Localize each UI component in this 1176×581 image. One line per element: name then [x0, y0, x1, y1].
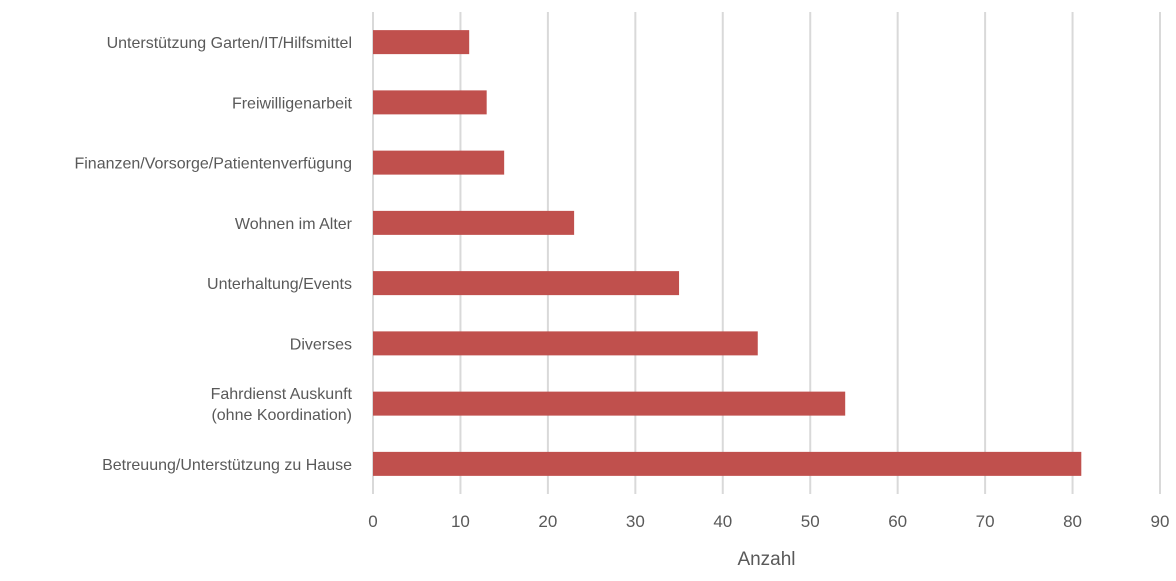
x-tick-label: 20 — [538, 512, 557, 531]
category-label: Finanzen/Vorsorge/Patientenverfügung — [74, 156, 352, 173]
x-tick-label: 30 — [626, 512, 645, 531]
bar — [373, 391, 846, 416]
bar — [373, 451, 1082, 476]
bar — [373, 30, 470, 55]
category-label: Betreuung/Unterstützung zu Hause — [102, 457, 352, 474]
category-labels: Unterstützung Garten/IT/Hilfsmittel Freiw… — [74, 35, 352, 474]
x-tick-label: 80 — [1063, 512, 1082, 531]
x-tick-label: 50 — [801, 512, 820, 531]
category-label: Wohnen im Alter — [235, 216, 353, 233]
bar — [373, 271, 680, 296]
bar — [373, 210, 575, 235]
bar — [373, 90, 487, 115]
category-label: Unterstützung Garten/IT/Hilfsmittel — [107, 35, 352, 52]
bar — [373, 150, 505, 175]
bars — [373, 30, 1082, 476]
category-label: Fahrdienst Auskunft (ohne Koordination) — [211, 386, 353, 424]
x-tick-label: 10 — [451, 512, 470, 531]
bar — [373, 331, 758, 356]
x-tick-label: 0 — [368, 512, 377, 531]
x-axis-title: Anzahl — [737, 549, 795, 570]
gridlines — [372, 12, 1161, 494]
x-tick-label: 60 — [888, 512, 907, 531]
x-tick-label: 70 — [976, 512, 995, 531]
category-label: Unterhaltung/Events — [207, 276, 352, 293]
x-tick-labels: 0 10 20 30 40 50 60 70 80 90 — [368, 512, 1169, 531]
x-tick-label: 40 — [713, 512, 732, 531]
category-label: Diverses — [290, 336, 352, 353]
x-tick-label: 90 — [1151, 512, 1170, 531]
category-label: Freiwilligenarbeit — [232, 95, 353, 112]
